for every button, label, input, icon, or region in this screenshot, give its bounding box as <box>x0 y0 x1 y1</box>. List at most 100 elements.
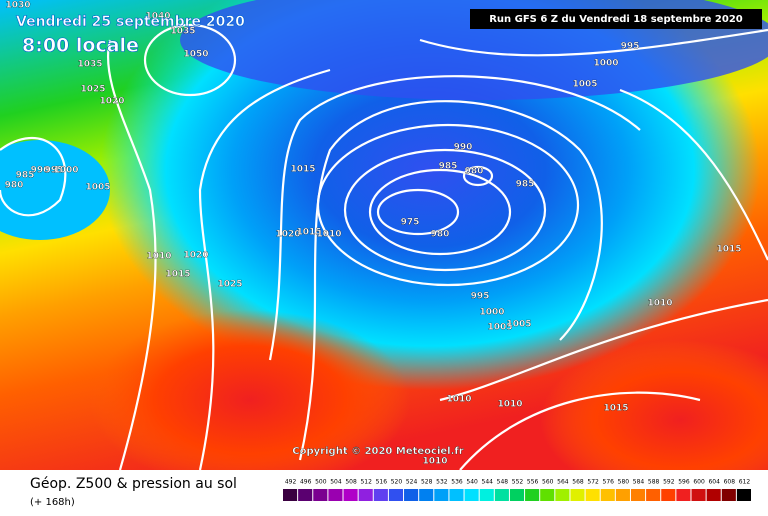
scale-swatch <box>373 489 388 501</box>
scale-label: 544 <box>482 479 494 486</box>
ridge-area <box>90 310 410 490</box>
isobar-label: 985 <box>516 180 535 190</box>
scale-swatch <box>540 489 555 501</box>
scale-label: 520 <box>391 479 403 486</box>
isobar-label: 1005 <box>85 183 110 193</box>
color-scale: 492 496 500 504 508 512 516 520 524 528 532 536 540 5… <box>283 479 751 501</box>
isobar-label: 985 <box>439 162 458 172</box>
scale-label: 528 <box>421 479 433 486</box>
scale-swatch <box>661 489 676 501</box>
scale-label: 592 <box>663 479 675 486</box>
isobar-label: 985 <box>16 171 35 181</box>
isobar-label: 1025 <box>80 85 105 95</box>
scale-label: 492 <box>285 479 297 486</box>
isobar-label: 1010 <box>422 457 447 467</box>
isobar-label: 1015 <box>165 270 190 280</box>
scale-label: 584 <box>633 479 645 486</box>
isobar-label: 1005 <box>572 80 597 90</box>
scale-swatch <box>479 489 494 501</box>
scale-swatch <box>706 489 721 501</box>
scale-swatch <box>404 489 419 501</box>
isobar-label: 1010 <box>446 395 471 405</box>
isobar-label: 1020 <box>275 230 300 240</box>
footer-lead: (+ 168h) <box>30 497 75 508</box>
isobar-label: 995 <box>45 166 64 176</box>
scale-label: 612 <box>739 479 751 486</box>
copyright: Copyright © 2020 Meteociel.fr <box>292 446 463 457</box>
scale-swatch <box>721 489 736 501</box>
scale-label: 536 <box>451 479 463 486</box>
scale-swatch <box>343 489 358 501</box>
scale-label: 604 <box>708 479 720 486</box>
scale-swatch <box>283 489 298 501</box>
isobar-label: 980 <box>5 181 24 191</box>
scale-label: 588 <box>648 479 660 486</box>
isobar-label: 1050 <box>183 50 208 60</box>
isobar-label: 995 <box>471 292 490 302</box>
isobar-label: 1025 <box>217 280 242 290</box>
isobar-label: 1005 <box>506 320 531 330</box>
isobar-label: 1035 <box>77 60 102 70</box>
isobar-label: 980 <box>465 167 484 177</box>
isobar-label: 1000 <box>593 59 618 69</box>
scale-swatch <box>585 489 600 501</box>
isobar-label: 1040 <box>145 12 170 22</box>
scale-swatch <box>630 489 646 501</box>
isobar-label: 975 <box>401 218 420 228</box>
map-date: Vendredi 25 septembre 2020 <box>16 14 245 30</box>
run-label: Run GFS 6 Z du Vendredi 18 septembre 202… <box>489 14 743 25</box>
scale-label: 500 <box>315 479 327 486</box>
scale-label: 532 <box>436 479 448 486</box>
scale-label: 508 <box>345 479 357 486</box>
isobar-label: 1015 <box>296 228 321 238</box>
scale-label: 572 <box>587 479 599 486</box>
scale-swatch <box>298 489 313 501</box>
scale-label: 608 <box>724 479 736 486</box>
scale-label: 524 <box>406 479 418 486</box>
isobar-label: 1005 <box>487 323 512 333</box>
isobar-label: 1000 <box>53 166 78 176</box>
scale-swatch <box>570 489 585 501</box>
isobar-label: 1000 <box>479 308 504 318</box>
scale-label: 596 <box>678 479 690 486</box>
low-area <box>100 0 760 390</box>
scale-swatch <box>449 489 464 501</box>
scale-swatch <box>525 489 540 501</box>
isobar-label: 995 <box>621 42 640 52</box>
isobar-label: 1010 <box>316 230 341 240</box>
scale-swatch <box>358 489 373 501</box>
scale-swatch <box>419 489 434 501</box>
isobar-label: 1015 <box>290 165 315 175</box>
scale-swatch <box>509 489 525 501</box>
scale-swatch <box>676 489 691 501</box>
isobar-label: 1010 <box>647 299 672 309</box>
scale-swatch <box>313 489 328 501</box>
map-time: 8:00 locale <box>22 35 139 57</box>
isobar-label: 980 <box>431 230 450 240</box>
isobar-label: 990 <box>31 166 50 176</box>
scale-label: 552 <box>512 479 524 486</box>
scale-label: 540 <box>466 479 478 486</box>
isobars <box>0 23 768 471</box>
scale-swatch <box>388 489 404 501</box>
scale-label: 496 <box>300 479 312 486</box>
scale-label: 580 <box>618 479 630 486</box>
scale-swatch <box>328 489 343 501</box>
scale-swatch <box>555 489 570 501</box>
scale-swatch <box>646 489 661 501</box>
scale-label: 548 <box>497 479 509 486</box>
scale-label: 564 <box>557 479 569 486</box>
scale-label: 516 <box>376 479 388 486</box>
scale-swatch <box>736 489 751 501</box>
isobar-label: 1030 <box>5 1 30 11</box>
isobar-label: 1020 <box>183 251 208 261</box>
scale-swatch <box>434 489 449 501</box>
isobar-label: 1010 <box>497 400 522 410</box>
scale-label: 568 <box>572 479 584 486</box>
scale-swatch <box>464 489 479 501</box>
run-box <box>470 9 762 29</box>
scale-label: 504 <box>330 479 342 486</box>
isobar-label: 1010 <box>146 252 171 262</box>
